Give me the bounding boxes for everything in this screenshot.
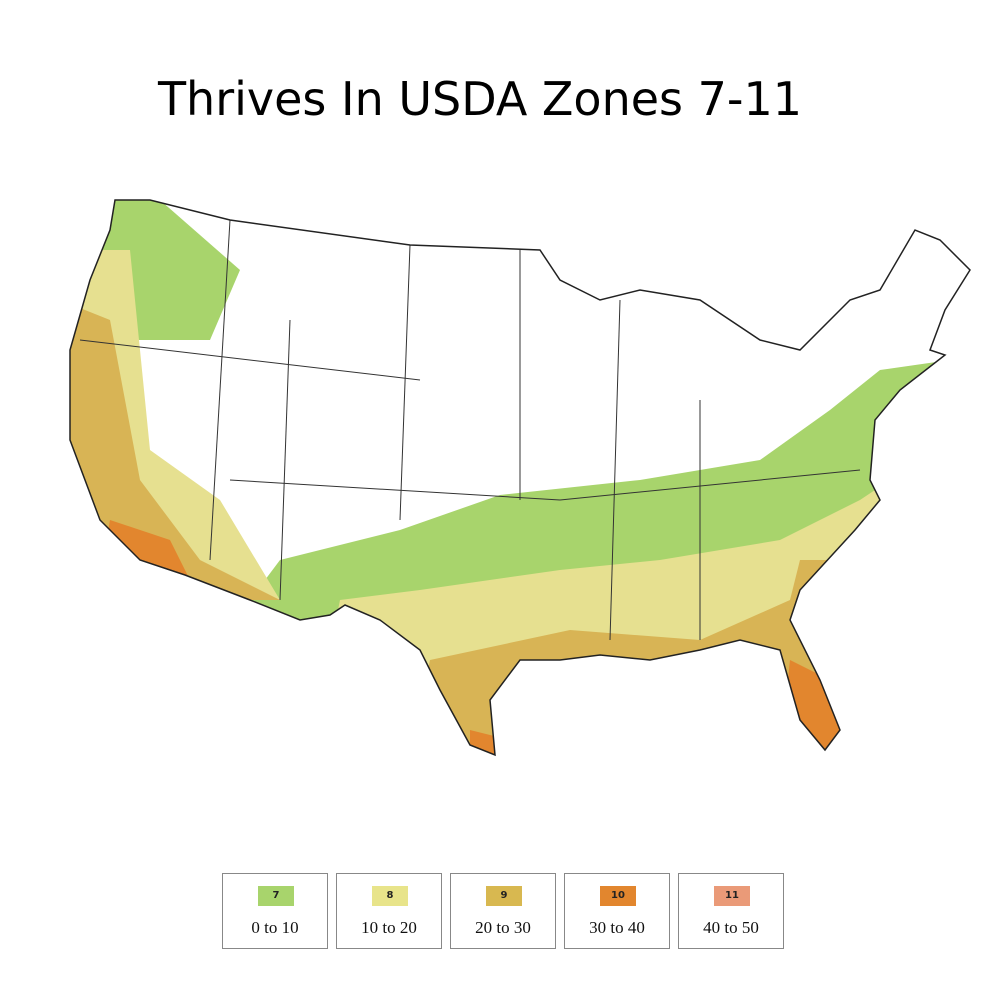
zone-10-area — [780, 660, 850, 755]
zones — [70, 200, 970, 755]
legend-range: 10 to 20 — [361, 918, 417, 937]
legend-swatch: 8 — [372, 886, 408, 906]
legend-range: 30 to 40 — [589, 918, 645, 937]
legend-item: 8 10 to 20 — [336, 873, 442, 949]
legend-item: 7 0 to 10 — [222, 873, 328, 949]
title: Thrives In USDA Zones 7-11 — [157, 72, 803, 126]
legend-swatch: 7 — [258, 886, 294, 906]
legend-range: 40 to 50 — [703, 918, 759, 937]
legend-swatch: 9 — [486, 886, 522, 906]
zone-10-area — [470, 730, 510, 755]
legend-swatch: 11 — [714, 886, 750, 906]
legend: 7 0 to 10 8 10 to 20 9 20 to 30 10 30 to 40 11 40… — [222, 873, 784, 949]
legend-item: 11 40 to 50 — [678, 873, 784, 949]
legend-item: 9 20 to 30 — [450, 873, 556, 949]
legend-range: 0 to 10 — [251, 918, 299, 937]
legend-item: 10 30 to 40 — [564, 873, 670, 949]
legend-range: 20 to 30 — [475, 918, 531, 937]
legend-swatch: 10 — [600, 886, 636, 906]
